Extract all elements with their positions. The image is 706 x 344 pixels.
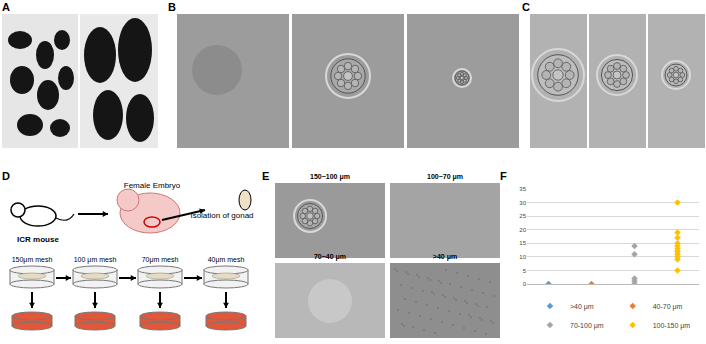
- svg-text:70μm mesh: 70μm mesh: [142, 256, 179, 264]
- svg-text:40μm mesh: 40μm mesh: [208, 256, 245, 264]
- svg-text:F: F: [500, 170, 507, 182]
- svg-text:150μm mesh: 150μm mesh: [12, 256, 53, 264]
- svg-text:B: B: [168, 1, 176, 13]
- svg-text:100 μm mesh: 100 μm mesh: [74, 256, 117, 264]
- svg-text:70~40 μm: 70~40 μm: [314, 253, 346, 261]
- svg-text:0: 0: [523, 281, 527, 287]
- svg-text:Isolation of gonad: Isolation of gonad: [190, 211, 253, 220]
- svg-text:ICR mouse: ICR mouse: [17, 235, 59, 244]
- svg-text:D: D: [2, 170, 10, 182]
- svg-text:15: 15: [519, 240, 526, 246]
- svg-text:E: E: [262, 170, 269, 182]
- svg-text:>40 μm: >40 μm: [433, 253, 457, 261]
- svg-text:C: C: [522, 1, 530, 13]
- svg-text:5: 5: [523, 268, 527, 274]
- svg-text:>40 μm: >40 μm: [570, 303, 594, 311]
- svg-text:40-70 μm: 40-70 μm: [653, 303, 683, 311]
- svg-text:20: 20: [519, 227, 526, 233]
- svg-text:70-100 μm: 70-100 μm: [570, 322, 604, 330]
- svg-text:35: 35: [519, 186, 526, 192]
- svg-text:Female Embryo: Female Embryo: [124, 181, 181, 190]
- svg-text:A: A: [2, 1, 10, 13]
- svg-text:100~70 μm: 100~70 μm: [427, 173, 463, 181]
- svg-text:10: 10: [519, 254, 526, 260]
- svg-text:150~100 μm: 150~100 μm: [310, 173, 350, 181]
- svg-text:100-150 μm: 100-150 μm: [653, 322, 691, 330]
- svg-text:25: 25: [519, 213, 526, 219]
- svg-text:30: 30: [519, 200, 526, 206]
